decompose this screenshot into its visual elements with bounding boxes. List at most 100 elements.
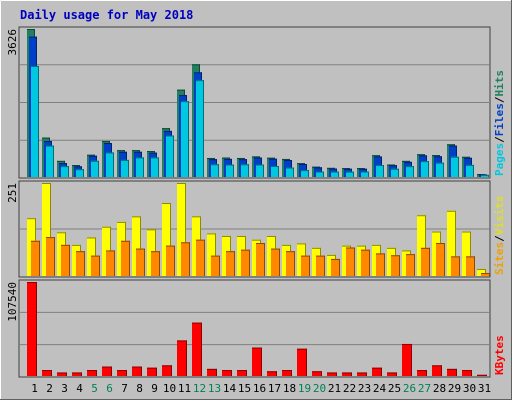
visits-sites-sites-bar-day-22 xyxy=(346,247,355,276)
visits-sites-sites-bar-day-14-shadow-right xyxy=(234,251,235,276)
legend-sites: Sites xyxy=(493,242,506,275)
hits-files-pages-hits-bar-day-23-shadow-top xyxy=(357,168,365,170)
visits-sites-sites-bar-day-5 xyxy=(91,255,100,276)
visits-sites-visits-bar-day-7-shadow-top xyxy=(117,221,126,223)
kbytes-kbytes-bar-day-15-fill xyxy=(237,370,247,376)
visits-sites-visits-bar-day-21-shadow-top xyxy=(327,254,336,256)
visits-sites-sites-bar-day-14-fill xyxy=(226,251,235,276)
hits-files-pages-hits-bar-day-15-shadow-top xyxy=(237,157,245,159)
hits-files-pages-pages-bar-day-11 xyxy=(181,101,189,177)
visits-sites-sites-bar-day-30-shadow-right xyxy=(474,256,475,276)
x-axis-day-labels: 1 2 3 4 5 6 7 8 9 10 11 12 13 14 15 16 17 18 19 20 21 22 23 24 2… xyxy=(31,382,491,395)
visits-sites-visits-bar-day-19-shadow-top xyxy=(297,243,306,245)
visits-sites-sites-bar-day-24-fill xyxy=(376,253,385,276)
x-tick-label-day-4: 4 xyxy=(76,382,83,395)
visits-sites-visits-bar-day-13-shadow-top xyxy=(207,233,216,235)
kbytes-kbytes-bar-day-2-fill xyxy=(42,370,52,376)
visits-sites-sites-bar-day-19-shadow-right xyxy=(309,255,310,276)
kbytes-kbytes-bar-day-24-shadow-right xyxy=(381,367,382,376)
visits-sites-visits-bar-day-13 xyxy=(207,233,216,276)
visits-sites-sites-bar-day-2-shadow-right xyxy=(54,237,55,276)
hits-files-pages-pages-bar-day-31-fill xyxy=(481,174,489,177)
x-tick-label-day-22: 22 xyxy=(343,382,356,395)
visits-sites-visits-bar-day-24-shadow-top xyxy=(372,244,381,246)
kbytes-kbytes-bar-day-20 xyxy=(312,371,322,376)
kbytes-kbytes-bar-day-25-fill xyxy=(387,372,397,376)
hits-files-pages-pages-bar-day-15-shadow-top xyxy=(241,164,249,166)
kbytes-kbytes-bar-day-6-shadow-top xyxy=(102,366,112,368)
hits-files-pages-hits-bar-day-30-shadow-top xyxy=(462,156,470,158)
visits-sites-sites-bar-day-4-shadow-top xyxy=(76,251,85,253)
visits-sites-visits-bar-day-6-shadow-top xyxy=(102,226,111,228)
visits-sites-visits-bar-day-30-shadow-top xyxy=(462,231,471,233)
visits-sites-visits-bar-day-15-shadow-top xyxy=(237,235,246,237)
hits-files-pages-hits-bar-day-18-shadow-top xyxy=(282,158,290,160)
kbytes-kbytes-bar-day-12-shadow-top xyxy=(192,322,202,324)
visits-sites-sites-bar-day-28 xyxy=(436,243,445,276)
legend-hits: Hits xyxy=(493,70,506,97)
hits-files-pages-pages-bar-day-12 xyxy=(196,80,204,177)
hits-files-pages-pages-bar-day-31-shadow-right xyxy=(488,174,489,177)
kbytes-kbytes-bar-day-8-fill xyxy=(132,366,142,376)
kbytes-kbytes-bar-day-16-shadow-top xyxy=(252,347,262,349)
hits-files-pages-pages-bar-day-6 xyxy=(106,152,114,177)
hits-files-pages-pages-bar-day-29-shadow-top xyxy=(451,156,459,158)
kbytes-kbytes-bar-day-10 xyxy=(162,365,172,376)
hits-files-pages-files-bar-day-6-shadow-top xyxy=(104,143,112,144)
hits-files-pages-pages-bar-day-3 xyxy=(61,166,69,177)
visits-sites-sites-bar-day-4-fill xyxy=(76,251,85,276)
hits-files-pages-files-bar-day-27-shadow-top xyxy=(419,155,427,157)
visits-sites-sites-bar-day-13-shadow-right xyxy=(219,255,220,276)
kbytes-legend: KBytes xyxy=(493,335,506,375)
visits-sites-sites-bar-day-10-shadow-right xyxy=(174,245,175,276)
visits-sites-sites-bar-day-8-fill xyxy=(136,248,145,276)
visits-sites-sites-bar-day-22-fill xyxy=(346,247,355,276)
visits-sites-sites-bar-day-12-shadow-right xyxy=(204,239,205,276)
hits-files-pages-pages-bar-day-17-fill xyxy=(271,166,279,177)
kbytes-kbytes-bar-day-3 xyxy=(57,372,67,376)
kbytes-kbytes-bar-day-14-fill xyxy=(222,370,232,376)
visits-sites-sites-bar-day-5-shadow-top xyxy=(91,255,100,257)
visits-sites-sites-bar-day-14 xyxy=(226,251,235,276)
kbytes-panel: 107540 KBytes xyxy=(6,279,506,378)
x-tick-label-day-21: 21 xyxy=(328,382,341,395)
hits-files-pages-files-bar-day-5-shadow-top xyxy=(89,155,97,157)
hits-files-pages-files-bar-day-30-shadow-top xyxy=(464,157,472,159)
hits-files-pages-pages-bar-day-22-fill xyxy=(346,171,354,177)
hits-files-pages-pages-bar-day-14-shadow-top xyxy=(226,164,234,166)
kbytes-kbytes-bar-day-23-fill xyxy=(357,372,367,376)
hits-files-pages-pages-bar-day-13-shadow-top xyxy=(211,164,219,166)
hits-files-pages-pages-bar-day-31-shadow-top xyxy=(481,174,489,176)
visits-sites-sites-bar-day-17-shadow-right xyxy=(279,248,280,276)
visits-sites-visits-bar-day-11-shadow-right xyxy=(185,183,186,276)
hits-files-pages-pages-bar-day-30 xyxy=(466,164,474,177)
hits-files-pages-pages-bar-day-29-shadow-right xyxy=(458,156,459,177)
hits-files-pages-hits-bar-day-2-shadow-top xyxy=(42,137,50,139)
hits-files-pages-pages-bar-day-13-fill xyxy=(211,164,219,177)
hits-files-pages-hits-bar-day-11-shadow-top xyxy=(177,89,185,91)
hits-files-pages-files-bar-day-14-shadow-top xyxy=(224,158,232,160)
hits-files-pages-hits-bar-day-21-shadow-top xyxy=(327,167,335,169)
x-tick-label-day-16: 16 xyxy=(253,382,266,395)
visits-sites-sites-bar-day-28-fill xyxy=(436,243,445,276)
kbytes-kbytes-bar-day-6-shadow-right xyxy=(111,366,112,376)
hits-files-pages-pages-bar-day-18-fill xyxy=(286,167,294,177)
hits-files-pages-pages-bar-day-7 xyxy=(121,159,129,177)
kbytes-kbytes-bar-day-23-shadow-right xyxy=(366,372,367,376)
visits-sites-sites-bar-day-23-shadow-right xyxy=(369,249,370,276)
kbytes-kbytes-bar-day-21-fill xyxy=(327,372,337,376)
visits-sites-sites-bar-day-11-shadow-right xyxy=(189,242,190,276)
hits-files-pages-pages-bar-day-4-fill xyxy=(76,169,84,177)
visits-sites-visits-bar-day-10-fill xyxy=(162,203,171,276)
visits-sites-sites-bar-day-21-fill xyxy=(331,258,340,276)
visits-sites-sites-bar-day-19 xyxy=(301,255,310,276)
visits-sites-sites-bar-day-22-shadow-right xyxy=(354,247,355,276)
hits-files-pages-pages-bar-day-1-shadow-top xyxy=(31,65,39,67)
kbytes-kbytes-bar-day-3-shadow-right xyxy=(66,372,67,376)
kbytes-kbytes-bar-day-31 xyxy=(477,374,487,376)
hits-files-pages-files-bar-day-29-shadow-top xyxy=(449,145,457,147)
visits-sites-sites-bar-day-17-shadow-top xyxy=(271,248,280,250)
legend-kbytes: KBytes xyxy=(493,335,506,375)
visits-sites-sites-bar-day-7 xyxy=(121,240,130,276)
visits-sites-sites-bar-day-12-fill xyxy=(196,239,205,276)
